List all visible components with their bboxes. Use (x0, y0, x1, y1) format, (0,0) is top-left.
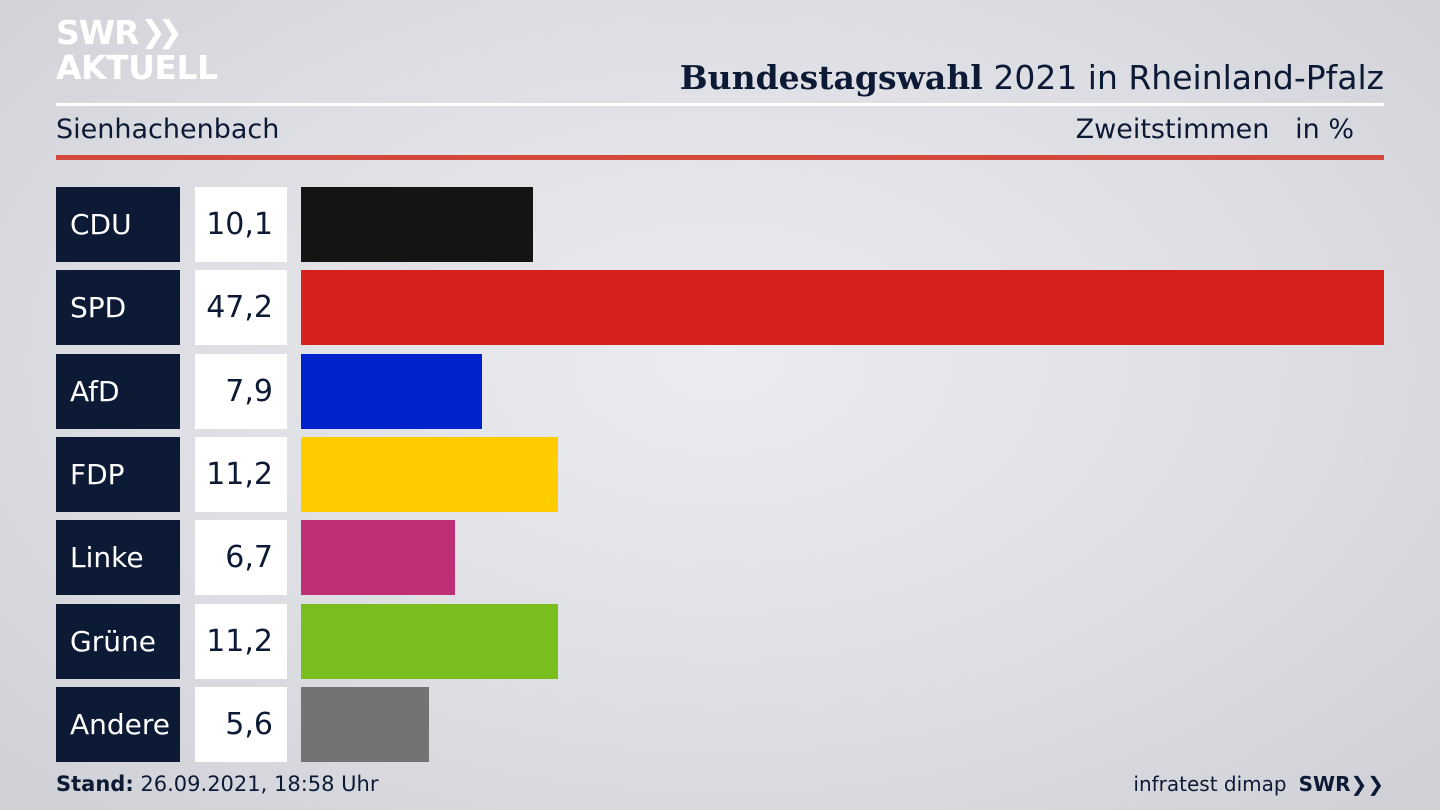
data-label: 7,9 (195, 354, 287, 429)
data-label: 10,1 (195, 187, 287, 262)
party-label: Linke (56, 520, 180, 595)
party-label: Grüne (56, 604, 180, 679)
source-credit: infratest dimap SWR❯❯ (1133, 772, 1384, 796)
source-name: infratest dimap (1133, 772, 1287, 796)
data-label: 6,7 (195, 520, 287, 595)
data-label: 11,2 (195, 604, 287, 679)
party-label: AfD (56, 354, 180, 429)
swr-aktuell-logo: SWR ❯❯ AKTUELL (56, 16, 218, 84)
data-label: 5,6 (195, 687, 287, 762)
data-label: 11,2 (195, 437, 287, 512)
bar (301, 354, 482, 429)
chart-title-rest: 2021 in Rheinland-Pfalz (982, 58, 1384, 97)
bar (301, 437, 558, 512)
chart-title: Bundestagswahl 2021 in Rheinland-Pfalz (680, 58, 1384, 97)
bar (301, 270, 1384, 345)
header-divider (56, 103, 1384, 106)
swr-logo-text: SWR (1298, 772, 1351, 796)
swr-logo: SWR❯❯ (1299, 772, 1384, 796)
data-label: 47,2 (195, 270, 287, 345)
party-label: Andere (56, 687, 180, 762)
bar-chart: CDU 10,1 SPD 47,2 AfD 7,9 FDP 11,2 Linke 6,7 Grüne… (56, 187, 1384, 762)
region-name: Sienhachenbach (56, 114, 280, 145)
header-accent-rule (56, 155, 1384, 160)
bar (301, 687, 429, 762)
swr-chevrons-icon: ❯❯ (1350, 772, 1384, 796)
party-label: SPD (56, 270, 180, 345)
timestamp-value: 26.09.2021, 18:58 Uhr (133, 772, 379, 796)
bar (301, 187, 533, 262)
timestamp-label: Stand: (56, 772, 134, 796)
timestamp: Stand: 26.09.2021, 18:58 Uhr (56, 772, 379, 796)
chart-title-bold: Bundestagswahl (679, 58, 983, 97)
bar (301, 604, 558, 679)
party-label: CDU (56, 187, 180, 262)
party-label: FDP (56, 437, 180, 512)
logo-line2: AKTUELL (56, 48, 218, 87)
metric-label: Zweitstimmen in % (1075, 114, 1354, 145)
logo-line1: SWR (56, 13, 140, 52)
logo-chevrons-icon: ❯❯ (140, 14, 183, 50)
bar (301, 520, 455, 595)
